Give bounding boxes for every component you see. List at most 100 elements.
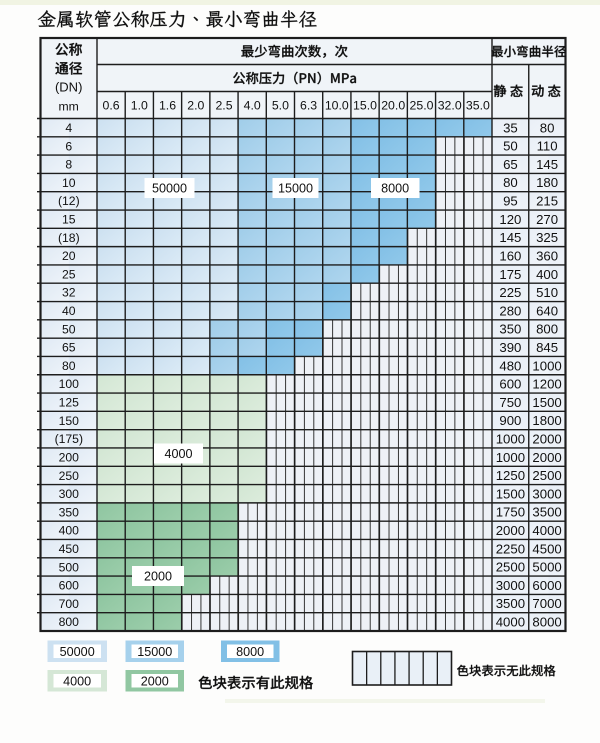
svg-text:270: 270 <box>536 212 558 227</box>
svg-text:600: 600 <box>59 579 80 593</box>
svg-text:800: 800 <box>59 615 80 629</box>
svg-text:100: 100 <box>59 377 80 391</box>
svg-text:2500: 2500 <box>496 560 525 575</box>
svg-text:4500: 4500 <box>532 541 561 556</box>
svg-text:450: 450 <box>59 542 80 556</box>
svg-text:390: 390 <box>499 340 521 355</box>
svg-text:(175): (175) <box>55 432 83 446</box>
svg-text:2000: 2000 <box>144 570 172 584</box>
svg-text:8: 8 <box>65 158 72 172</box>
svg-text:95: 95 <box>503 194 518 209</box>
svg-text:50: 50 <box>503 139 518 154</box>
svg-text:20.0: 20.0 <box>381 98 405 112</box>
svg-text:2000: 2000 <box>496 523 525 538</box>
svg-text:750: 750 <box>499 395 521 410</box>
svg-text:6: 6 <box>65 139 72 153</box>
svg-text:(DN): (DN) <box>55 80 82 95</box>
svg-text:175: 175 <box>499 267 521 282</box>
svg-text:65: 65 <box>503 157 518 172</box>
svg-text:50000: 50000 <box>60 645 95 659</box>
svg-text:360: 360 <box>536 249 558 264</box>
svg-text:1000: 1000 <box>532 358 561 373</box>
svg-text:480: 480 <box>499 358 521 373</box>
svg-text:35: 35 <box>503 120 518 135</box>
svg-text:350: 350 <box>59 505 80 519</box>
svg-text:mm: mm <box>59 99 79 113</box>
svg-text:600: 600 <box>499 377 521 392</box>
svg-text:15000: 15000 <box>278 182 313 196</box>
svg-text:1250: 1250 <box>496 468 525 483</box>
svg-text:25.0: 25.0 <box>410 98 434 112</box>
svg-text:250: 250 <box>59 469 80 483</box>
svg-text:225: 225 <box>499 285 521 300</box>
svg-text:4000: 4000 <box>63 675 91 689</box>
svg-text:2000: 2000 <box>532 450 561 465</box>
svg-text:350: 350 <box>499 322 521 337</box>
svg-text:1.6: 1.6 <box>159 98 176 112</box>
svg-text:3500: 3500 <box>532 505 561 520</box>
svg-text:1750: 1750 <box>496 505 525 520</box>
svg-text:400: 400 <box>536 267 558 282</box>
svg-text:8000: 8000 <box>236 645 264 659</box>
svg-text:110: 110 <box>537 139 558 154</box>
svg-text:2000: 2000 <box>141 675 169 689</box>
svg-text:65: 65 <box>62 341 76 355</box>
svg-text:6000: 6000 <box>532 578 561 593</box>
svg-text:300: 300 <box>59 487 80 501</box>
svg-text:2000: 2000 <box>532 432 561 447</box>
svg-text:4000: 4000 <box>532 523 561 538</box>
svg-text:150: 150 <box>59 414 80 428</box>
svg-text:8000: 8000 <box>532 615 561 630</box>
svg-text:5.0: 5.0 <box>272 98 289 112</box>
svg-text:5000: 5000 <box>532 560 561 575</box>
svg-text:0.6: 0.6 <box>103 98 120 112</box>
svg-text:20: 20 <box>62 249 76 263</box>
svg-text:3000: 3000 <box>532 486 561 501</box>
svg-text:160: 160 <box>499 249 521 264</box>
svg-text:15000: 15000 <box>137 645 172 659</box>
svg-text:15.0: 15.0 <box>353 98 377 112</box>
svg-text:500: 500 <box>59 560 80 574</box>
svg-text:35.0: 35.0 <box>466 98 490 112</box>
svg-text:2.5: 2.5 <box>215 98 232 112</box>
svg-text:1200: 1200 <box>532 377 561 392</box>
svg-text:1500: 1500 <box>496 486 525 501</box>
svg-text:1.0: 1.0 <box>131 98 148 112</box>
svg-text:4000: 4000 <box>164 447 192 461</box>
svg-text:32: 32 <box>62 286 76 300</box>
svg-text:80: 80 <box>540 120 555 135</box>
svg-text:25: 25 <box>62 267 76 281</box>
svg-text:4.0: 4.0 <box>244 98 261 112</box>
svg-text:640: 640 <box>536 303 558 318</box>
svg-text:6.3: 6.3 <box>300 98 317 112</box>
svg-text:180: 180 <box>536 175 558 190</box>
svg-text:2500: 2500 <box>532 468 561 483</box>
svg-text:1800: 1800 <box>532 413 561 428</box>
svg-text:145: 145 <box>536 157 558 172</box>
svg-text:325: 325 <box>536 230 558 245</box>
svg-text:3000: 3000 <box>496 578 525 593</box>
svg-text:215: 215 <box>536 194 558 209</box>
svg-text:845: 845 <box>536 340 558 355</box>
svg-text:40: 40 <box>62 304 76 318</box>
svg-text:1500: 1500 <box>532 395 561 410</box>
svg-text:8000: 8000 <box>381 182 409 196</box>
svg-text:3500: 3500 <box>496 596 525 611</box>
svg-text:10: 10 <box>62 176 76 190</box>
svg-text:145: 145 <box>499 230 521 245</box>
svg-text:700: 700 <box>59 597 80 611</box>
svg-text:(12): (12) <box>58 194 80 208</box>
svg-text:125: 125 <box>59 396 80 410</box>
svg-text:900: 900 <box>499 413 521 428</box>
svg-text:200: 200 <box>59 450 80 464</box>
svg-text:(18): (18) <box>58 231 80 245</box>
svg-text:800: 800 <box>536 322 558 337</box>
svg-text:10.0: 10.0 <box>325 98 349 112</box>
svg-text:32.0: 32.0 <box>438 98 462 112</box>
svg-text:50000: 50000 <box>152 182 187 196</box>
svg-text:80: 80 <box>503 175 518 190</box>
svg-text:4: 4 <box>65 121 72 135</box>
svg-text:2.0: 2.0 <box>187 98 204 112</box>
svg-text:4000: 4000 <box>496 615 525 630</box>
svg-text:400: 400 <box>59 524 80 538</box>
